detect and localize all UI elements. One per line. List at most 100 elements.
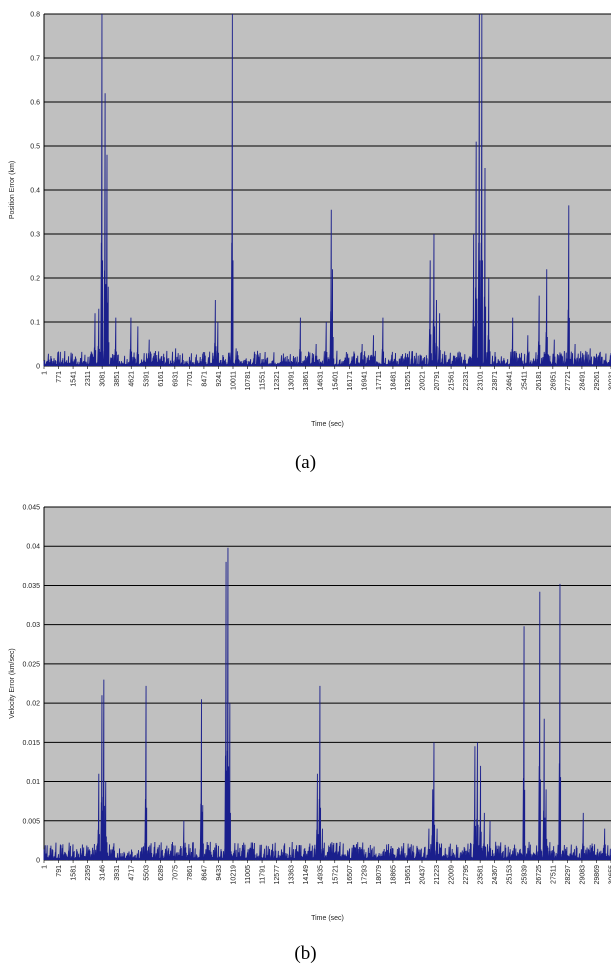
b-x-tick-label: 3931	[114, 865, 121, 881]
a-x-tick-label: 15401	[332, 371, 339, 391]
a-y-tick-label: 0.3	[30, 232, 40, 239]
a-x-tick-label: 13861	[303, 371, 310, 391]
a-x-tick-label: 16171	[347, 371, 354, 391]
b-x-tick-label: 11791	[260, 865, 267, 884]
b-x-tick-label: 12577	[274, 865, 281, 885]
a-x-tick-label: 23101	[478, 371, 485, 391]
caption-a: (a)	[294, 452, 317, 473]
b-y-tick-label: 0.005	[22, 818, 40, 825]
a-y-tick-label: 0.5	[30, 144, 40, 151]
velocity-error-chart: 0 0.005 0.01 0.015 0.02 0.025 0.03 0.035 0.04 0.0…	[0, 490, 611, 977]
a-y-axis-label: Position Error (km)	[9, 161, 16, 219]
b-x-tick-label: 15721	[332, 865, 339, 885]
b-x-tick-label: 3146	[100, 865, 107, 881]
a-y-tick-label: 0.1	[30, 320, 40, 327]
a-x-tick-label: 12321	[274, 371, 281, 391]
a-x-tick-label: 6931	[172, 371, 179, 387]
b-x-tick-label: 8647	[201, 865, 208, 881]
b-x-tick-label: 14935	[318, 865, 325, 885]
a-x-tick-label: 10781	[245, 371, 252, 391]
b-x-tick-label: 5503	[143, 865, 150, 881]
a-x-tick-label: 1541	[71, 371, 78, 387]
b-y-tick-label: 0.035	[22, 583, 40, 590]
a-x-tick-label: 17711	[376, 371, 383, 390]
b-y-tick-label: 0.045	[22, 505, 40, 512]
a-y-tick-label: 0.2	[30, 276, 40, 283]
b-x-tick-label: 1	[42, 865, 49, 869]
a-x-tick-label: 771	[56, 371, 63, 383]
b-x-tick-label: 19651	[405, 865, 412, 885]
b-x-tick-label: 9433	[216, 865, 223, 881]
b-x-tick-label: 7075	[172, 865, 179, 881]
b-x-tick-label: 20437	[420, 865, 427, 885]
a-x-tick-label: 19251	[405, 371, 412, 391]
b-x-tick-label: 29083	[579, 865, 586, 885]
b-x-axis-label: Time (sec)	[311, 915, 344, 922]
a-x-tick-label: 28491	[579, 371, 586, 391]
a-x-tick-label: 30031	[609, 371, 611, 391]
b-x-tick-label: 18865	[390, 865, 397, 885]
b-x-tick-label: 14149	[303, 865, 310, 885]
a-y-tick-label: 0.8	[30, 12, 40, 19]
a-x-tick-label: 23871	[492, 371, 499, 391]
a-x-tick-label: 7701	[187, 371, 194, 387]
a-x-tick-label: 10011	[231, 371, 238, 390]
a-x-tick-label: 6161	[158, 371, 165, 387]
b-x-tick-label: 17293	[361, 865, 368, 885]
a-x-tick-label: 2311	[85, 371, 92, 386]
b-y-axis-label: Velocity Error (km/sec)	[9, 648, 16, 718]
a-x-tick-label: 16941	[361, 371, 368, 391]
a-x-tick-label: 5391	[143, 371, 150, 387]
b-x-tick-label: 23581	[478, 865, 485, 885]
b-x-tick-label: 10219	[231, 865, 238, 885]
b-plot-area	[44, 507, 611, 860]
b-series-line	[43, 547, 611, 861]
a-series-line	[43, 13, 611, 367]
b-x-tick-label: 11005	[245, 865, 252, 884]
b-x-tick-label: 24367	[492, 865, 499, 885]
a-x-tick-label: 20791	[434, 371, 441, 391]
a-x-tick-label: 20021	[420, 371, 427, 391]
b-x-tick-label: 26725	[536, 865, 543, 885]
a-x-tick-label: 26951	[550, 371, 557, 391]
a-y-tick-label: 0	[36, 364, 40, 371]
a-x-tick-label: 3851	[114, 371, 121, 387]
b-x-tick-label: 16507	[347, 865, 354, 885]
a-x-tick-label: 24641	[507, 371, 514, 391]
a-x-tick-label: 8471	[201, 371, 208, 387]
a-x-tick-label: 25411	[521, 371, 528, 390]
a-y-tick-label: 0.6	[30, 100, 40, 107]
b-x-tick-label: 18079	[376, 865, 383, 885]
b-x-tick-label: 25939	[521, 865, 528, 885]
a-x-tick-label: 1	[42, 371, 49, 375]
a-x-tick-label: 9241	[216, 371, 223, 387]
a-x-tick-label: 26181	[536, 371, 543, 391]
a-x-tick-label: 18481	[390, 371, 397, 391]
a-y-tick-label: 0.7	[30, 56, 40, 63]
b-x-tick-label: 1581	[71, 865, 78, 881]
a-x-tick-label: 14631	[318, 371, 325, 391]
b-x-tick-label: 27511	[550, 865, 557, 884]
position-error-chart-svg: 0 0.1 0.2 0.3 0.4 0.5 0.6 0.7 0.8 1 771 1541 2311 308…	[9, 12, 611, 428]
a-x-tick-label: 4621	[129, 371, 136, 387]
b-y-tick-label: 0.01	[26, 779, 40, 786]
b-x-tick-label: 2359	[85, 865, 92, 881]
caption-b: (b)	[294, 943, 317, 964]
b-x-tick-label: 21223	[434, 865, 441, 885]
b-y-tick-label: 0.02	[26, 701, 40, 708]
b-y-tick-label: 0.03	[26, 622, 40, 629]
position-error-chart: 0 0.1 0.2 0.3 0.4 0.5 0.6 0.7 0.8 1 771 1541 2311 308…	[0, 0, 611, 450]
a-x-tick-label: 22331	[463, 371, 470, 391]
b-x-tick-label: 22009	[449, 865, 456, 885]
b-y-tick-label: 0.015	[22, 740, 40, 747]
b-x-tick-label: 25153	[507, 865, 514, 885]
b-y-tick-label: 0.04	[26, 544, 40, 551]
velocity-error-chart-svg: 0 0.005 0.01 0.015 0.02 0.025 0.03 0.035 0.04 0.0…	[9, 505, 611, 922]
a-x-tick-label: 11551	[260, 371, 267, 390]
a-x-tick-label: 3081	[100, 371, 107, 387]
a-y-tick-label: 0.4	[30, 188, 40, 195]
a-x-tick-label: 27721	[565, 371, 572, 391]
a-x-tick-label: 29261	[594, 371, 601, 391]
a-x-tick-label: 13091	[289, 371, 296, 391]
b-x-tick-label: 6289	[158, 865, 165, 881]
